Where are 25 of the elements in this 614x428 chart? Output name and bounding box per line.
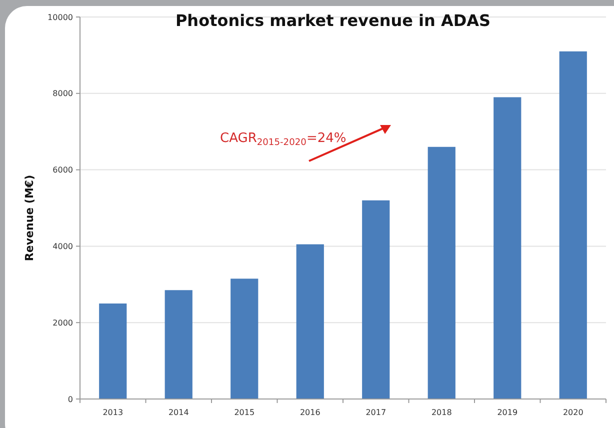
x-tick-label: 2017 [366, 408, 386, 417]
y-axis-title: Revenue (M€) [23, 174, 36, 262]
bar [99, 304, 127, 399]
x-tick-label: 2018 [431, 408, 452, 417]
chart-title: Photonics market revenue in ADAS [175, 11, 491, 30]
bar [164, 290, 192, 399]
annotation: CAGR$_{2015-2020}$=24% [220, 131, 346, 148]
bar [559, 51, 587, 399]
x-tick-label: 2015 [234, 408, 255, 417]
y-tick-label: 4000 [52, 242, 73, 251]
y-tick-label: 0 [68, 394, 73, 404]
x-tick-label: 2019 [497, 408, 518, 417]
bar [362, 200, 390, 399]
bar [230, 278, 258, 399]
x-tick-label: 2016 [300, 408, 320, 417]
y-tick-label: 8000 [52, 89, 73, 98]
bar [296, 244, 324, 399]
x-tick-label: 2014 [168, 408, 189, 417]
y-tick-label: 10000 [48, 12, 73, 22]
x-tick-label: 2020 [562, 408, 584, 417]
y-tick-label: 6000 [52, 166, 73, 175]
y-tick-label: 2000 [52, 318, 73, 328]
bar [494, 97, 522, 399]
x-tick-label: 2013 [102, 408, 124, 417]
bar [428, 146, 456, 399]
